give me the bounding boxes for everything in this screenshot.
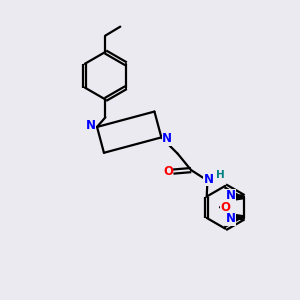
Text: O: O (163, 165, 173, 178)
Text: N: N (204, 172, 214, 185)
Text: O: O (220, 201, 231, 214)
Text: N: N (85, 119, 95, 132)
Text: H: H (215, 169, 224, 179)
Text: N: N (226, 189, 236, 203)
Text: N: N (162, 132, 172, 146)
Text: N: N (226, 212, 236, 225)
